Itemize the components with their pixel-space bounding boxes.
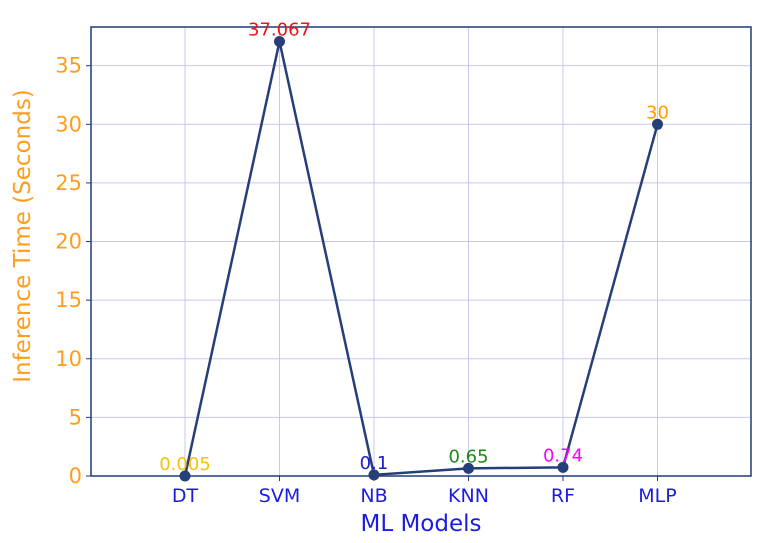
y-tick-label: 5 [69, 405, 82, 429]
y-tick-label: 10 [55, 347, 82, 371]
plot-border [90, 26, 752, 477]
x-axis-title: ML Models [360, 511, 481, 537]
y-tick-label: 30 [55, 112, 82, 136]
y-axis-ticks: 0 5 10 15 20 25 30 35 [55, 54, 91, 488]
data-point [652, 118, 663, 130]
data-label: 0.1 [360, 453, 389, 474]
data-label: 0.005 [159, 454, 211, 475]
data-label: 0.74 [543, 445, 583, 466]
y-tick-label: 25 [55, 171, 82, 195]
data-label: 0.65 [448, 446, 488, 467]
plot-frame [90, 26, 752, 477]
y-tick-label: 0 [69, 464, 82, 488]
x-tick-label: MLP [638, 485, 676, 507]
y-tick-label: 15 [55, 288, 82, 312]
data-point [557, 461, 569, 473]
x-tick-label: DT [172, 485, 199, 507]
data-point [274, 35, 285, 47]
x-tick-label: NB [360, 485, 387, 507]
data-point [368, 469, 380, 481]
data-point [463, 462, 474, 474]
x-tick-label: RF [551, 485, 575, 507]
data-label: 37.067 [248, 19, 311, 40]
data-label: 30 [646, 102, 669, 123]
series-line [183, 40, 659, 477]
series [179, 35, 663, 482]
data-labels: 0.005 37.067 0.1 0.65 0.74 30 [159, 19, 669, 474]
x-tick-label: SVM [259, 485, 300, 507]
x-tick-label: KNN [448, 485, 489, 507]
grid [91, 27, 751, 477]
y-tick-label: 20 [55, 230, 82, 254]
x-axis-ticks: DT SVM NB KNN RF MLP [172, 476, 677, 507]
y-axis-title: Inference Time (Seconds) [10, 89, 36, 383]
data-point [179, 470, 191, 482]
y-tick-label: 35 [55, 54, 82, 78]
